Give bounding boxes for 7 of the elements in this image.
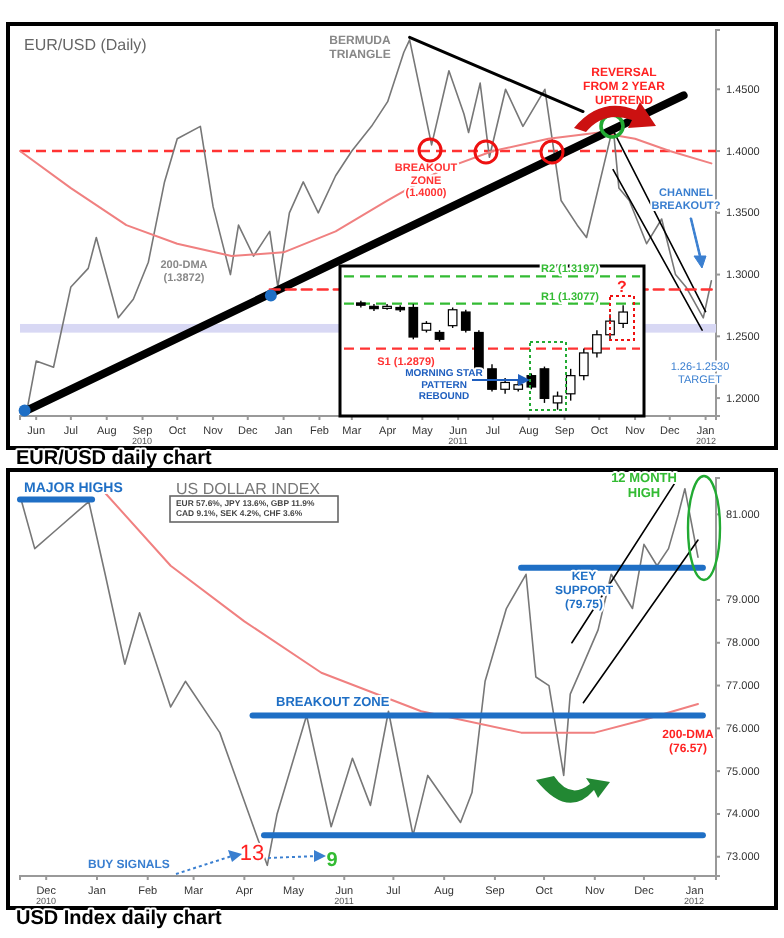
- annotation: 9: [326, 850, 339, 872]
- annotation: ?: [617, 278, 628, 296]
- chart-title: US DOLLAR INDEX: [176, 480, 322, 498]
- chart-title: EUR/USD (Daily): [24, 36, 148, 54]
- text: USD Index daily chart: [16, 908, 223, 930]
- annotation: 13: [239, 842, 265, 866]
- text: EUR/USD daily chart: [16, 448, 213, 470]
